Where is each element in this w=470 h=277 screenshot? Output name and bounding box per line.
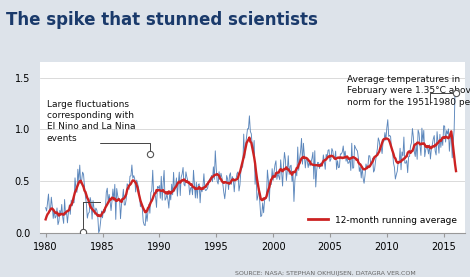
Text: SOURCE: NASA; STEPHAN OKHUIJSEN, DATAGRA VER.COM: SOURCE: NASA; STEPHAN OKHUIJSEN, DATAGRA… <box>235 271 416 276</box>
Text: Average temperatures in
February were 1.35°C above the
norm for the 1951-1980 pe: Average temperatures in February were 1.… <box>347 75 470 107</box>
Text: The spike that stunned scientists: The spike that stunned scientists <box>6 11 318 29</box>
Legend: 12-month running average: 12-month running average <box>305 212 461 228</box>
Text: Large fluctuations
corresponding with
El Nino and La Nina
events: Large fluctuations corresponding with El… <box>47 99 135 143</box>
